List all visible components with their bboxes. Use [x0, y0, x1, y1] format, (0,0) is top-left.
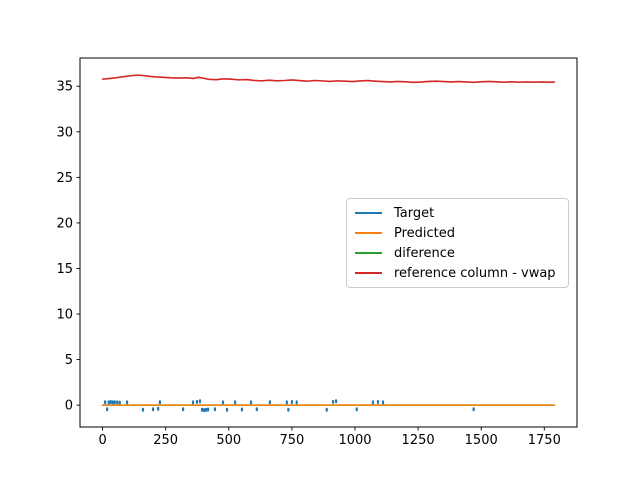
plot-border	[79, 57, 578, 428]
series-point-target	[472, 407, 475, 412]
legend: Target Predicted diference reference column…	[346, 198, 569, 288]
legend-label: Target	[394, 205, 435, 221]
legend-line-sample-reference-column-vwap	[355, 272, 382, 274]
legend-label: Predicted	[394, 225, 456, 241]
series-point-target	[151, 407, 155, 412]
y-tick-label: 35	[56, 80, 73, 95]
legend-item-target: Target	[355, 203, 562, 223]
series-point-target	[104, 400, 107, 405]
series-point-target	[125, 400, 129, 405]
x-tick-label: 750	[279, 433, 304, 448]
series-point-target	[141, 407, 145, 412]
y-tick-label: 20	[56, 216, 73, 231]
series-point-target	[106, 407, 109, 412]
series-point-target	[249, 400, 253, 405]
series-point-target	[116, 400, 119, 405]
series-point-target	[240, 407, 244, 412]
legend-line-sample-target	[355, 212, 382, 214]
series-point-target	[111, 400, 114, 405]
series-line-reference-column-vwap	[101, 74, 556, 84]
legend-item-predicted: Predicted	[355, 223, 562, 243]
series-point-target	[255, 407, 258, 412]
x-tick-label: 1250	[402, 433, 435, 448]
x-tick-label: 1500	[465, 433, 498, 448]
series-point-target	[200, 407, 204, 412]
legend-line-sample-diference	[355, 252, 382, 254]
series-point-target	[118, 400, 121, 405]
legend-label: diference	[394, 245, 455, 261]
series-point-target	[213, 407, 217, 412]
y-tick-label: 25	[56, 171, 73, 186]
y-tick-label: 15	[56, 262, 73, 277]
series-point-target	[376, 400, 380, 405]
legend-label: reference column - vwap	[394, 265, 556, 281]
series-point-target	[182, 407, 185, 412]
y-tick-label: 5	[65, 353, 73, 368]
legend-item-diference: diference	[355, 243, 562, 263]
series-point-target	[191, 400, 195, 405]
series-point-target	[287, 407, 290, 412]
x-tick-label: 250	[153, 433, 178, 448]
x-tick-label: 500	[216, 433, 241, 448]
x-tick-label: 1750	[528, 433, 561, 448]
series-point-target	[331, 399, 335, 404]
series-point-target	[234, 400, 237, 405]
legend-item-reference-column-vwap: reference column - vwap	[355, 263, 562, 283]
series-point-target	[195, 399, 199, 404]
series-point-target	[157, 406, 160, 411]
series-point-target	[113, 400, 116, 405]
series-point-target	[290, 400, 293, 405]
series-point-target	[295, 400, 298, 405]
series-point-target	[158, 400, 161, 405]
y-tick-label: 30	[56, 125, 73, 140]
series-point-target	[371, 400, 375, 405]
x-tick-label: 1000	[338, 433, 371, 448]
series-point-target	[207, 407, 210, 412]
series-point-target	[285, 400, 288, 405]
x-tick-label: 0	[98, 433, 106, 448]
series-point-target	[334, 399, 338, 404]
series-point-target	[221, 400, 225, 405]
series-point-target	[268, 400, 272, 405]
y-tick-label: 10	[56, 308, 73, 323]
series-point-target	[204, 407, 208, 412]
series-point-target	[202, 408, 206, 413]
series-point-target	[325, 407, 328, 412]
legend-line-sample-predicted	[355, 232, 382, 234]
series-point-target	[225, 407, 229, 412]
series-point-target	[381, 400, 385, 405]
series-point-target	[198, 399, 202, 404]
y-tick-label: 0	[65, 399, 73, 414]
series-point-target	[107, 400, 110, 405]
series-point-target	[355, 407, 358, 412]
series-point-target	[109, 400, 112, 405]
